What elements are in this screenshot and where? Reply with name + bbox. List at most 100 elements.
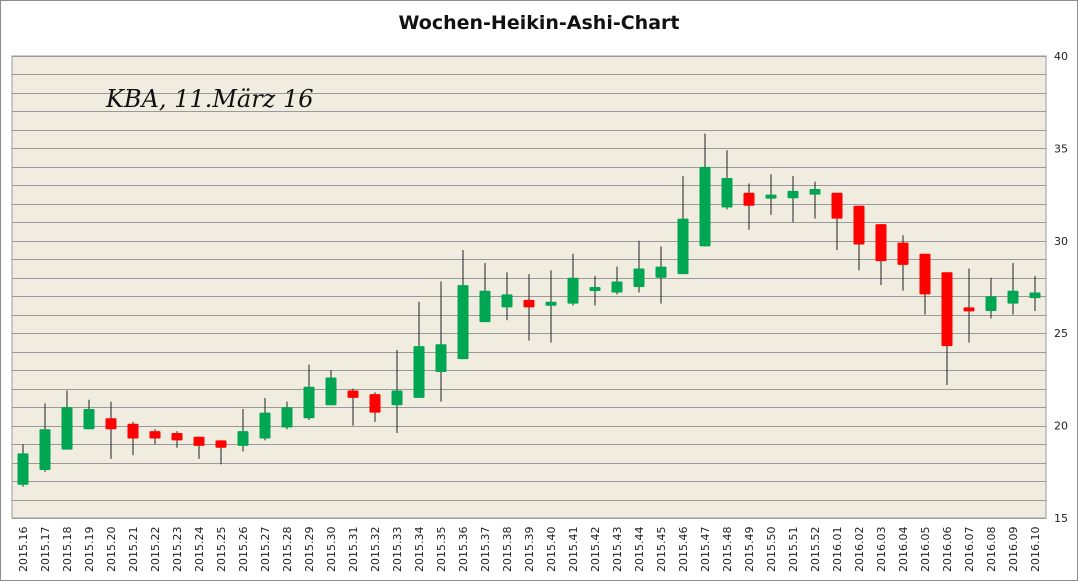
- x-tick-label: 2015.51: [787, 527, 800, 573]
- x-tick-label: 2015.16: [17, 527, 30, 573]
- candle-body: [699, 166, 711, 247]
- candle-body: [1029, 292, 1041, 299]
- x-tick-label: 2015.31: [347, 527, 360, 573]
- candle: [523, 274, 535, 341]
- candle: [17, 444, 29, 487]
- candle-body: [875, 224, 887, 262]
- x-tick-label: 2016.04: [897, 527, 910, 573]
- candle: [193, 436, 205, 459]
- x-tick-label: 2015.24: [193, 527, 206, 573]
- candle-body: [39, 429, 51, 470]
- candle-body: [105, 418, 117, 430]
- candle-body: [501, 294, 513, 308]
- x-tick-label: 2015.46: [677, 527, 690, 573]
- x-tick-label: 2016.07: [963, 527, 976, 573]
- candle: [1007, 262, 1019, 315]
- candle: [259, 397, 271, 441]
- candle-body: [589, 287, 601, 291]
- candle-body: [457, 285, 469, 360]
- x-tick-label: 2015.43: [611, 527, 624, 573]
- x-tick-label: 2015.36: [457, 527, 470, 573]
- candle-body: [347, 390, 359, 398]
- y-tick-label: 15: [1054, 512, 1068, 525]
- x-tick-label: 2015.23: [171, 527, 184, 573]
- candle: [721, 150, 733, 210]
- candle: [413, 301, 425, 398]
- x-tick-label: 2015.39: [523, 527, 536, 573]
- x-tick-label: 2015.40: [545, 527, 558, 573]
- candle-body: [985, 296, 997, 312]
- x-tick-label: 2016.01: [831, 527, 844, 573]
- chart-annotation: KBA, 11.März 16: [105, 85, 314, 113]
- candle: [677, 176, 689, 275]
- candle: [237, 408, 249, 452]
- candle-body: [655, 266, 667, 278]
- candle-body: [215, 440, 227, 448]
- candle-body: [897, 242, 909, 265]
- x-tick-label: 2015.47: [699, 527, 712, 573]
- x-tick-label: 2015.34: [413, 527, 426, 573]
- candle-body: [809, 189, 821, 195]
- candle: [171, 431, 183, 448]
- candle-body: [83, 408, 95, 430]
- x-tick-label: 2015.44: [633, 527, 646, 573]
- x-tick-label: 2015.45: [655, 527, 668, 573]
- candle: [479, 262, 491, 323]
- candle: [589, 275, 601, 306]
- candle-body: [259, 412, 271, 439]
- x-tick-label: 2015.30: [325, 527, 338, 573]
- x-tick-label: 2016.06: [941, 527, 954, 573]
- candle: [655, 246, 667, 304]
- x-tick-label: 2015.49: [743, 527, 756, 573]
- candle-body: [171, 432, 183, 441]
- candle: [809, 181, 821, 219]
- candle: [215, 440, 227, 465]
- candle-body: [787, 190, 799, 199]
- candle-body: [303, 386, 315, 419]
- x-tick-label: 2015.19: [83, 527, 96, 573]
- y-tick-label: 25: [1054, 327, 1068, 340]
- y-tick-label: 30: [1054, 235, 1068, 248]
- x-tick-label: 2015.29: [303, 527, 316, 573]
- candle-body: [435, 344, 447, 373]
- x-tick-label: 2015.48: [721, 527, 734, 573]
- candle-body: [479, 290, 491, 323]
- candle: [633, 240, 645, 293]
- x-tick-label: 2015.17: [39, 527, 52, 573]
- candle: [611, 266, 623, 295]
- candle-body: [963, 307, 975, 312]
- x-tick-label: 2016.08: [985, 527, 998, 573]
- x-tick-label: 2015.20: [105, 527, 118, 573]
- x-tick-label: 2016.03: [875, 527, 888, 573]
- x-tick-label: 2015.41: [567, 527, 580, 573]
- candle: [919, 253, 931, 315]
- candle: [875, 224, 887, 286]
- candle: [567, 253, 579, 306]
- x-tick-label: 2015.52: [809, 527, 822, 573]
- x-tick-label: 2015.18: [61, 527, 74, 573]
- candle-body: [765, 194, 777, 199]
- x-tick-label: 2015.22: [149, 527, 162, 573]
- candle-body: [369, 394, 381, 413]
- candle: [83, 399, 95, 430]
- y-axis-ticks: 15 20 25 30 35 40: [1054, 50, 1068, 525]
- candle-body: [853, 205, 865, 245]
- x-tick-label: 2016.05: [919, 527, 932, 573]
- candle: [61, 390, 73, 450]
- candle: [963, 268, 975, 343]
- candle-body: [281, 407, 293, 428]
- candle-body: [127, 423, 139, 439]
- candle-body: [193, 436, 205, 446]
- y-tick-label: 35: [1054, 142, 1068, 155]
- candle-body: [633, 268, 645, 287]
- candle-body: [1007, 290, 1019, 304]
- candle: [787, 176, 799, 223]
- y-tick-label: 20: [1054, 420, 1068, 433]
- x-tick-label: 2015.50: [765, 527, 778, 573]
- candle-body: [523, 299, 535, 308]
- candle-body: [237, 431, 249, 446]
- candle-body: [17, 453, 29, 485]
- candle: [39, 403, 51, 472]
- x-tick-label: 2015.37: [479, 527, 492, 573]
- candle-body: [149, 431, 161, 439]
